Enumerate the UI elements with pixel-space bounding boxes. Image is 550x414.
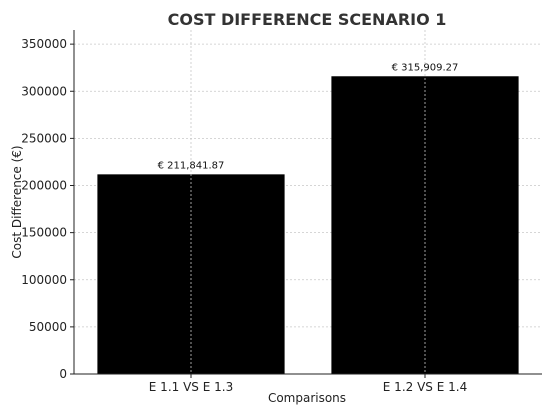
y-tick-label: 50000 [29,320,67,334]
x-axis-ticks: E 1.1 VS E 1.3 E 1.2 VS E 1.4 [149,374,467,394]
y-tick-label: 0 [59,367,67,381]
y-tick-label: 300000 [21,84,67,98]
chart-title: COST DIFFERENCE SCENARIO 1 [168,10,447,29]
y-tick-label: 350000 [21,37,67,51]
x-tick-label: E 1.2 VS E 1.4 [383,380,467,394]
y-tick-label: 100000 [21,273,67,287]
y-axis-label: Cost Difference (€) [10,145,24,258]
bar-data-label: € 315,909.27 [392,62,459,73]
axes [73,30,542,375]
x-tick-label: E 1.1 VS E 1.3 [149,380,233,394]
y-tick-label: 200000 [21,179,67,193]
x-axis-label: Comparisons [268,391,346,405]
y-tick-label: 250000 [21,131,67,145]
bar-data-label: € 211,841.87 [158,160,225,171]
bars [97,76,519,375]
bar-data-labels: € 211,841.87 € 315,909.27 [158,62,459,171]
bar [331,76,519,375]
y-axis-ticks: 0 50000 100000 150000 200000 250000 300000 3500… [21,37,74,381]
vertical-grid-lines [190,30,426,374]
y-tick-label: 150000 [21,226,67,240]
